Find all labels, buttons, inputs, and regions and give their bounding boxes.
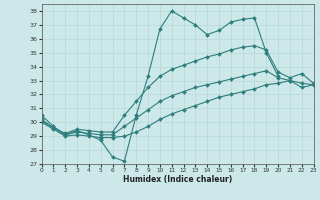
X-axis label: Humidex (Indice chaleur): Humidex (Indice chaleur) [123,175,232,184]
